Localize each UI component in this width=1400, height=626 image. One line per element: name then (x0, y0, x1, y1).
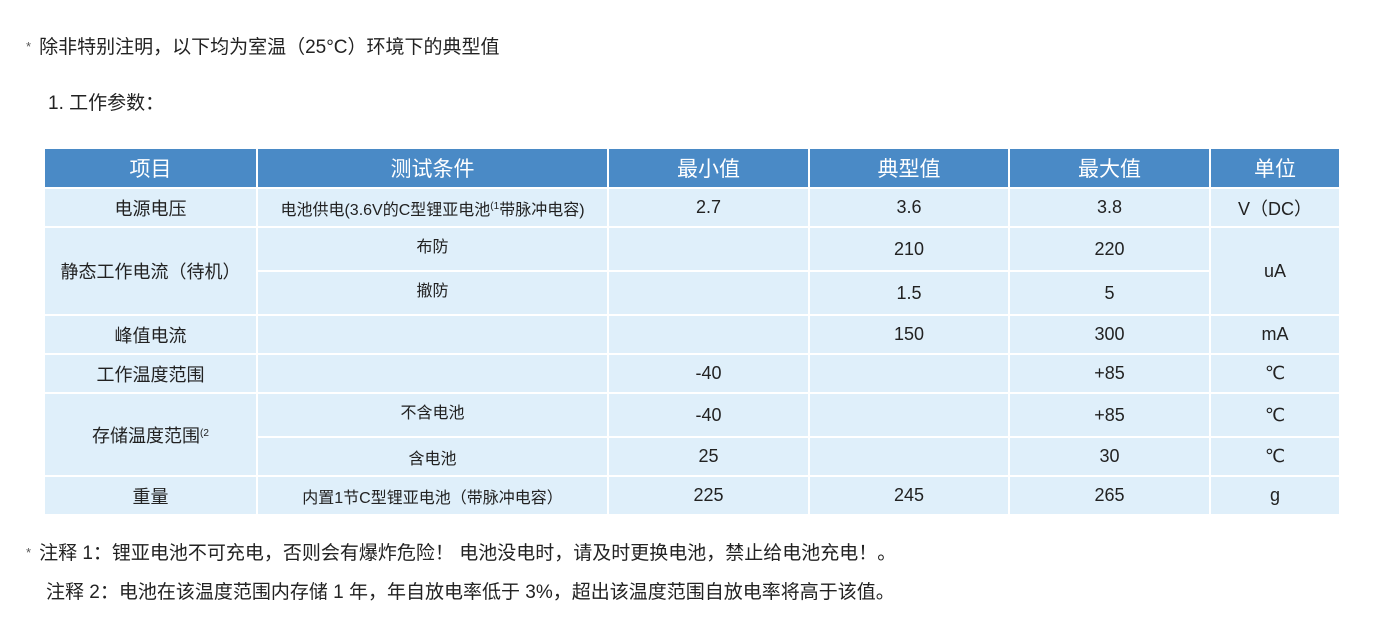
item-cell: 重量 (43, 475, 258, 516)
footnote-2: 注释 2：电池在该温度范围内存储 1 年，年自放电率低于 3%，超出该温度范围自… (46, 582, 895, 603)
typ-cell: 150 (808, 314, 1010, 355)
intro-note: * 除非特别注明，以下均为室温（25°C）环境下的典型值 (26, 32, 500, 59)
max-cell: 220 (1008, 226, 1211, 272)
condition-cell: 不含电池 (256, 392, 609, 438)
header-max: 最大值 (1008, 147, 1211, 189)
table-row: 静态工作电流（待机） 布防 210 220 uA (43, 226, 1341, 316)
min-cell: -40 (607, 392, 810, 438)
section-title: 1. 工作参数： (48, 93, 165, 114)
condition-cell: 电池供电(3.6V的C型锂亚电池(1带脉冲电容) (256, 187, 609, 228)
item-cell: 峰值电流 (43, 314, 258, 355)
condition-cell: 内置1节C型锂亚电池（带脉冲电容） (256, 475, 609, 516)
unit-cell: ℃ (1209, 436, 1341, 477)
typ-cell: 3.6 (808, 187, 1010, 228)
header-min: 最小值 (607, 147, 810, 189)
condition-cell: 布防 (256, 226, 609, 272)
max-cell: 5 (1008, 270, 1211, 316)
table-header: 项目 测试条件 最小值 典型值 最大值 单位 (43, 147, 1341, 189)
header-condition: 测试条件 (256, 147, 609, 189)
typ-cell (808, 353, 1010, 394)
max-cell: 300 (1008, 314, 1211, 355)
typ-cell: 245 (808, 475, 1010, 516)
max-cell: 3.8 (1008, 187, 1211, 228)
max-cell: +85 (1008, 392, 1211, 438)
min-cell: -40 (607, 353, 810, 394)
min-cell (607, 226, 810, 272)
item-cell: 静态工作电流（待机） (43, 226, 258, 316)
item-cell: 工作温度范围 (43, 353, 258, 394)
condition-cell: 撤防 (256, 270, 609, 316)
header-item: 项目 (43, 147, 258, 189)
unit-cell: ℃ (1209, 353, 1341, 394)
item-cell: 电源电压 (43, 187, 258, 228)
max-cell: 265 (1008, 475, 1211, 516)
asterisk-marker: * (26, 545, 32, 560)
header-unit: 单位 (1209, 147, 1341, 189)
min-cell: 2.7 (607, 187, 810, 228)
typ-cell (808, 436, 1010, 477)
asterisk-marker: * (26, 39, 32, 54)
unit-cell: mA (1209, 314, 1341, 355)
table-row: 电源电压 电池供电(3.6V的C型锂亚电池(1带脉冲电容) 2.7 3.6 3.… (43, 187, 1341, 228)
header-typ: 典型值 (808, 147, 1010, 189)
table-row: 工作温度范围 -40 +85 ℃ (43, 353, 1341, 394)
condition-cell (256, 314, 609, 355)
table-row: 峰值电流 150 300 mA (43, 314, 1341, 355)
condition-cell: 含电池 (256, 436, 609, 477)
typ-cell (808, 392, 1010, 438)
min-cell: 25 (607, 436, 810, 477)
table-row: 重量 内置1节C型锂亚电池（带脉冲电容） 225 245 265 g (43, 475, 1341, 516)
typ-cell: 1.5 (808, 270, 1010, 316)
max-cell: +85 (1008, 353, 1211, 394)
unit-cell: V（DC） (1209, 187, 1341, 228)
footnote-1-text: 注释 1：锂亚电池不可充电，否则会有爆炸危险！ 电池没电时，请及时更换电池，禁止… (39, 543, 897, 564)
table-row: 撤防 1.5 5 (44, 270, 1340, 316)
unit-cell: g (1209, 475, 1341, 516)
unit-cell: uA (1209, 226, 1341, 316)
table-row: 含电池 25 30 ℃ (44, 436, 1341, 477)
footnote-1: * 注释 1：锂亚电池不可充电，否则会有爆炸危险！ 电池没电时，请及时更换电池，禁… (26, 538, 896, 565)
condition-cell (256, 353, 609, 394)
min-cell: 225 (607, 475, 810, 516)
parameters-table: 项目 测试条件 最小值 典型值 最大值 单位 电源电压 电池供电(3.6V的C型… (43, 147, 1341, 516)
max-cell: 30 (1008, 436, 1211, 477)
typ-cell: 210 (808, 226, 1010, 272)
intro-text: 除非特别注明，以下均为室温（25°C）环境下的典型值 (39, 37, 500, 58)
min-cell (607, 270, 810, 316)
table-row: 存储温度范围(2 不含电池 -40 +85 ℃ (43, 392, 1341, 477)
unit-cell: ℃ (1209, 392, 1341, 438)
item-cell: 存储温度范围(2 (43, 392, 258, 477)
min-cell (607, 314, 810, 355)
